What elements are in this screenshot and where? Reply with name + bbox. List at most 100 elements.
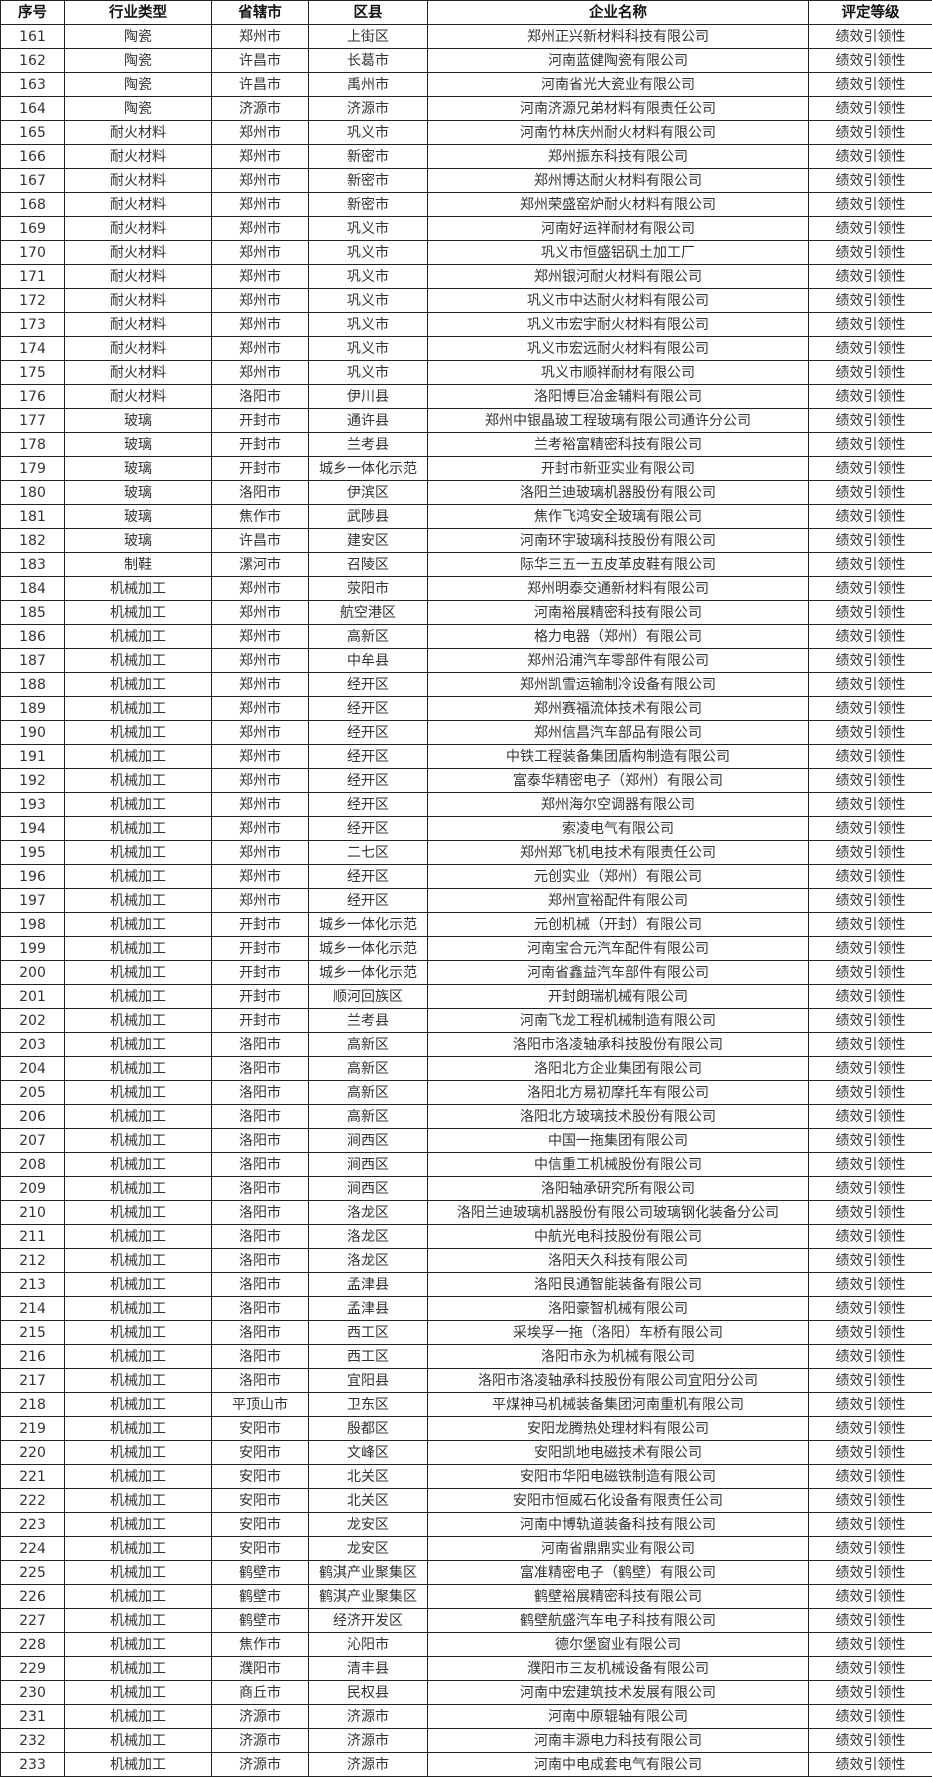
table-row: 197 机械加工 郑州市 经开区 郑州宣裕配件有限公司 绩效引领性 [0,888,932,913]
cell-rating: 绩效引领性 [808,288,932,313]
table-row: 205 机械加工 洛阳市 高新区 洛阳北方易初摩托车有限公司 绩效引领性 [0,1080,932,1105]
cell-rating: 绩效引领性 [808,1032,932,1057]
cell-rating: 绩效引领性 [808,1440,932,1465]
table-row: 182 玻璃 许昌市 建安区 河南环宇玻璃科技股份有限公司 绩效引领性 [0,528,932,553]
cell-city: 安阳市 [211,1416,309,1441]
cell-rating: 绩效引领性 [808,1584,932,1609]
cell-district: 经开区 [308,720,428,745]
cell-company: 郑州银河耐火材料有限公司 [427,264,809,289]
cell-city: 商丘市 [211,1680,309,1705]
cell-index: 217 [0,1368,65,1393]
cell-index: 165 [0,120,65,145]
cell-district: 高新区 [308,1032,428,1057]
cell-company: 濮阳市三友机械设备有限公司 [427,1656,809,1681]
cell-city: 安阳市 [211,1512,309,1537]
cell-rating: 绩效引领性 [808,1104,932,1129]
table-row: 162 陶瓷 许昌市 长葛市 河南蓝健陶瓷有限公司 绩效引领性 [0,48,932,73]
cell-index: 229 [0,1656,65,1681]
cell-industry: 机械加工 [64,912,212,937]
cell-industry: 机械加工 [64,1368,212,1393]
cell-district: 荥阳市 [308,576,428,601]
cell-rating: 绩效引领性 [808,984,932,1009]
cell-index: 202 [0,1008,65,1033]
cell-rating: 绩效引领性 [808,72,932,97]
table-row: 174 耐火材料 郑州市 巩义市 巩义市宏远耐火材料有限公司 绩效引领性 [0,336,932,361]
cell-company: 郑州宣裕配件有限公司 [427,888,809,913]
cell-district: 二七区 [308,840,428,865]
table-row: 178 玻璃 开封市 兰考县 兰考裕富精密科技有限公司 绩效引领性 [0,432,932,457]
table-row: 168 耐火材料 郑州市 新密市 郑州荣盛窑炉耐火材料有限公司 绩效引领性 [0,192,932,217]
cell-city: 濮阳市 [211,1656,309,1681]
cell-rating: 绩效引领性 [808,312,932,337]
cell-city: 郑州市 [211,120,309,145]
cell-index: 167 [0,168,65,193]
cell-rating: 绩效引领性 [808,1296,932,1321]
cell-district: 新密市 [308,168,428,193]
cell-district: 鹤淇产业聚集区 [308,1560,428,1585]
cell-industry: 机械加工 [64,1008,212,1033]
cell-company: 河南丰源电力科技有限公司 [427,1728,809,1753]
cell-city: 洛阳市 [211,1056,309,1081]
cell-industry: 机械加工 [64,1608,212,1633]
cell-industry: 耐火材料 [64,288,212,313]
cell-industry: 机械加工 [64,1296,212,1321]
cell-city: 郑州市 [211,264,309,289]
cell-company: 郑州凯雪运输制冷设备有限公司 [427,672,809,697]
cell-company: 郑州信昌汽车部品有限公司 [427,720,809,745]
table-row: 169 耐火材料 郑州市 巩义市 河南好运祥耐材有限公司 绩效引领性 [0,216,932,241]
table-row: 163 陶瓷 许昌市 禹州市 河南省光大瓷业有限公司 绩效引领性 [0,72,932,97]
table-row: 217 机械加工 洛阳市 宜阳县 洛阳市洛凌轴承科技股份有限公司宜阳分公司 绩效引领性 [0,1368,932,1393]
cell-city: 开封市 [211,456,309,481]
cell-rating: 绩效引领性 [808,24,932,49]
cell-rating: 绩效引领性 [808,456,932,481]
cell-city: 洛阳市 [211,1224,309,1249]
table-row: 214 机械加工 洛阳市 孟津县 洛阳豪智机械有限公司 绩效引领性 [0,1296,932,1321]
cell-city: 洛阳市 [211,1032,309,1057]
cell-rating: 绩效引领性 [808,1152,932,1177]
cell-industry: 耐火材料 [64,336,212,361]
cell-company: 德尔堡窗业有限公司 [427,1632,809,1657]
cell-city: 洛阳市 [211,1176,309,1201]
cell-index: 198 [0,912,65,937]
cell-rating: 绩效引领性 [808,1728,932,1753]
cell-industry: 耐火材料 [64,144,212,169]
table-row: 199 机械加工 开封市 城乡一体化示范 河南宝合元汽车配件有限公司 绩效引领性 [0,936,932,961]
cell-industry: 机械加工 [64,1632,212,1657]
table-row: 203 机械加工 洛阳市 高新区 洛阳市洛凌轴承科技股份有限公司 绩效引领性 [0,1032,932,1057]
cell-industry: 机械加工 [64,1656,212,1681]
cell-index: 210 [0,1200,65,1225]
cell-rating: 绩效引领性 [808,1464,932,1489]
cell-city: 郑州市 [211,864,309,889]
cell-company: 索凌电气有限公司 [427,816,809,841]
cell-company: 洛阳北方易初摩托车有限公司 [427,1080,809,1105]
cell-index: 164 [0,96,65,121]
cell-industry: 机械加工 [64,1344,212,1369]
cell-district: 兰考县 [308,1008,428,1033]
cell-company: 河南省光大瓷业有限公司 [427,72,809,97]
cell-index: 192 [0,768,65,793]
cell-city: 济源市 [211,1728,309,1753]
cell-city: 郑州市 [211,792,309,817]
cell-index: 186 [0,624,65,649]
cell-district: 殷都区 [308,1416,428,1441]
cell-district: 新密市 [308,192,428,217]
cell-industry: 机械加工 [64,840,212,865]
cell-index: 214 [0,1296,65,1321]
cell-rating: 绩效引领性 [808,120,932,145]
cell-district: 伊川县 [308,384,428,409]
header-index: 序号 [0,0,65,25]
table-row: 177 玻璃 开封市 通许县 郑州中银晶玻工程玻璃有限公司通许分公司 绩效引领性 [0,408,932,433]
cell-index: 174 [0,336,65,361]
cell-rating: 绩效引领性 [808,696,932,721]
cell-city: 许昌市 [211,528,309,553]
cell-district: 经开区 [308,792,428,817]
cell-industry: 机械加工 [64,1584,212,1609]
cell-rating: 绩效引领性 [808,888,932,913]
cell-district: 济源市 [308,1752,428,1777]
cell-industry: 耐火材料 [64,168,212,193]
cell-rating: 绩效引领性 [808,744,932,769]
cell-district: 巩义市 [308,312,428,337]
cell-district: 经开区 [308,768,428,793]
cell-industry: 耐火材料 [64,120,212,145]
cell-company: 郑州正兴新材料科技有限公司 [427,24,809,49]
